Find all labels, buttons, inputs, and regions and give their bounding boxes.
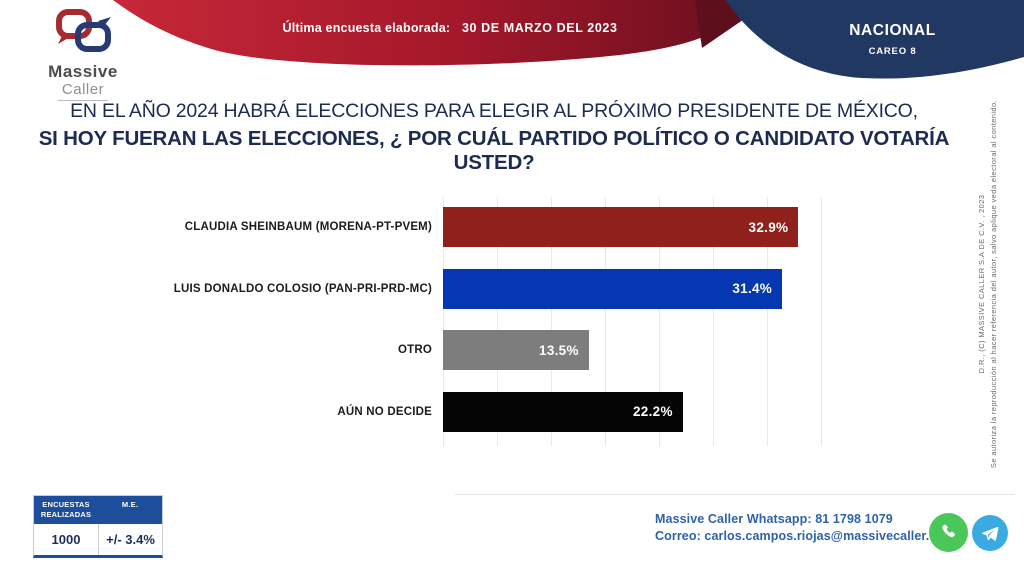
navy-banner-shape (726, 0, 1024, 79)
last-survey-banner: Última encuesta elaborada: 30 DE MARZO D… (110, 21, 790, 35)
telegram-icon[interactable] (972, 515, 1008, 551)
copyright-line: D.R., (C) MASSIVE CALLER S.A DE C.V. , 2… (977, 194, 986, 374)
logo-text-caller: Caller (57, 82, 109, 101)
bar-row: AÚN NO DECIDE 22.2% (0, 391, 1024, 432)
bar: 31.4% (443, 268, 783, 309)
last-survey-label: Última encuesta elaborada: (282, 21, 451, 35)
bar-category-label: LUIS DONALDO COLOSIO (PAN-PRI-PRD-MC) (173, 282, 432, 295)
poll-question-line1: EN EL AÑO 2024 HABRÁ ELECCIONES PARA ELE… (70, 100, 918, 122)
footer-divider (455, 494, 1015, 495)
logo-bubbles-icon (56, 9, 111, 52)
logo-text-massive: Massive (48, 62, 118, 81)
contact-info: Massive Caller Whatsapp: 81 1798 1079 Co… (655, 511, 955, 545)
bar-category-label: CLAUDIA SHEINBAUM (MORENA-PT-PVEM) (184, 221, 432, 233)
license-line: Se autoriza la reproducción al hacer ref… (989, 99, 998, 469)
bar-category-label: OTRO (397, 344, 432, 356)
bar-value-label: 13.5% (539, 342, 579, 358)
stats-header-encuestas: ENCUESTAS REALIZADAS (40, 500, 92, 519)
copyright-vertical-note: D.R., (C) MASSIVE CALLER S.A DE C.V. , 2… (976, 84, 1014, 484)
poll-question-title: EN EL AÑO 2024 HABRÁ ELECCIONES PARA ELE… (0, 100, 988, 175)
bar-row: CLAUDIA SHEINBAUM (MORENA-PT-PVEM) 32.9% (0, 207, 1024, 247)
sample-stats-table: ENCUESTAS REALIZADAS M.E. 1000 +/- 3.4% (33, 495, 163, 558)
bar-value-label: 22.2% (632, 404, 673, 419)
bar-category-label: AÚN NO DECIDE (337, 405, 432, 418)
bar-row: LUIS DONALDO COLOSIO (PAN-PRI-PRD-MC) 31.… (0, 268, 1024, 309)
bar: 22.2% (443, 391, 683, 432)
poll-question-line2: SI HOY FUERAN LAS ELECCIONES, ¿ POR CUÁL… (38, 127, 950, 174)
bar: 32.9% (443, 207, 799, 247)
whatsapp-icon[interactable] (929, 513, 968, 552)
region-badge: NACIONAL CAREO 8 (795, 22, 990, 57)
bar-row: OTRO 13.5% (0, 330, 1024, 370)
bar-chart: CLAUDIA SHEINBAUM (MORENA-PT-PVEM) 32.9% L… (0, 197, 1024, 446)
stats-header-me: M.E. (121, 500, 139, 509)
stats-value-margin-error: +/- 3.4% (98, 523, 162, 555)
edition-label: CAREO 8 (868, 46, 917, 57)
red-banner-shape (113, 0, 744, 66)
bar: 13.5% (443, 330, 589, 370)
contact-whatsapp-line: Massive Caller Whatsapp: 81 1798 1079 (655, 512, 893, 526)
bar-value-label: 31.4% (732, 281, 773, 296)
contact-email-line: Correo: carlos.campos.riojas@massivecall… (655, 529, 956, 543)
stats-value-sample-size: 1000 (51, 531, 81, 547)
bar-value-label: 32.9% (748, 219, 789, 235)
last-survey-date: 30 DE MARZO DEL 2023 (461, 21, 618, 35)
header-ribbon-graphic (113, 0, 1024, 79)
massive-caller-logo: Massive Caller (24, 8, 142, 101)
region-label: NACIONAL (849, 22, 936, 39)
